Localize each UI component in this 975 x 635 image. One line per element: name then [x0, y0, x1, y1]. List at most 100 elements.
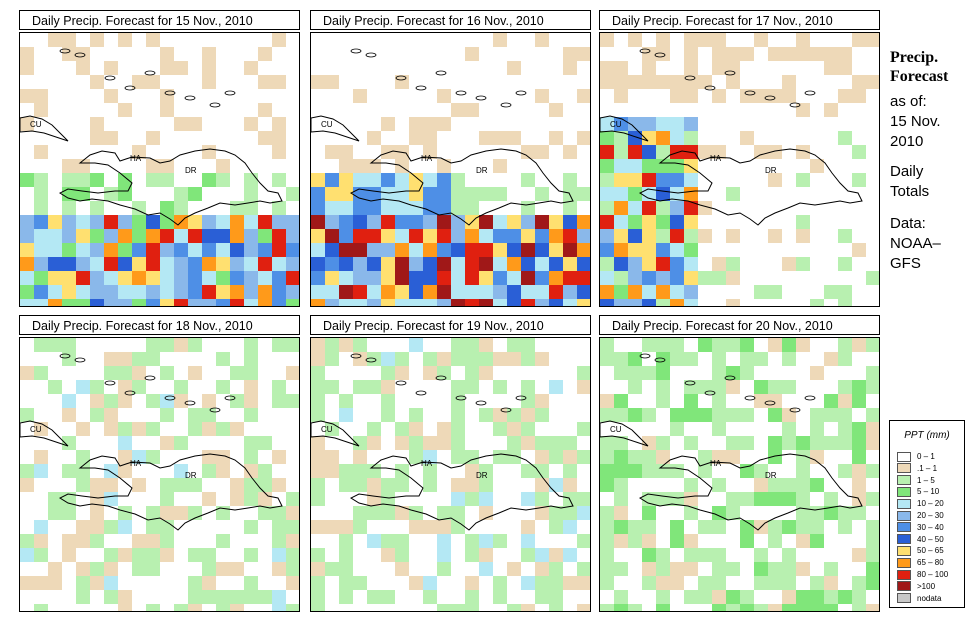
- precip-cell: [367, 352, 381, 366]
- precip-cell: [838, 257, 852, 271]
- precip-cell: [90, 576, 104, 590]
- precip-cell: [437, 422, 451, 436]
- precip-cell: [423, 352, 437, 366]
- precip-cell: [614, 131, 628, 145]
- legend-label: 65 – 80: [917, 558, 944, 568]
- asof-date: 15 Nov.: [890, 113, 941, 130]
- island-outline: [124, 85, 136, 91]
- precip-cell: [465, 285, 479, 299]
- island-outline: [654, 52, 666, 58]
- precip-cell: [684, 394, 698, 408]
- precip-cell: [311, 75, 325, 89]
- precip-cell: [600, 215, 614, 229]
- precip-cell: [146, 271, 160, 285]
- precip-cell: [866, 271, 879, 285]
- precip-cell: [796, 520, 810, 534]
- precip-cell: [852, 506, 866, 520]
- precip-cell: [118, 366, 132, 380]
- precip-cell: [381, 492, 395, 506]
- precip-cell: [146, 75, 160, 89]
- precip-cell: [684, 285, 698, 299]
- precip-cell: [286, 271, 299, 285]
- precip-cell: [118, 33, 132, 47]
- precip-cell: [90, 131, 104, 145]
- precip-cell: [381, 380, 395, 394]
- legend-entry: nodata: [897, 593, 941, 604]
- island-outline: [59, 353, 71, 359]
- precip-cell: [339, 159, 353, 173]
- precip-cell: [325, 520, 339, 534]
- precip-cell: [670, 173, 684, 187]
- precip-cell: [754, 394, 768, 408]
- precip-cell: [549, 506, 563, 520]
- precip-cell: [670, 187, 684, 201]
- legend-entry: 40 – 50: [897, 534, 944, 545]
- data-label: Data:: [890, 215, 926, 232]
- precip-cell: [423, 450, 437, 464]
- precip-cell: [577, 243, 590, 257]
- precip-cell: [479, 243, 493, 257]
- precip-cell: [866, 604, 879, 611]
- precip-cell: [852, 380, 866, 394]
- precip-cell: [409, 229, 423, 243]
- precip-cell: [437, 366, 451, 380]
- precip-cell: [563, 520, 577, 534]
- precip-cell: [684, 408, 698, 422]
- legend-entry: >100: [897, 581, 935, 592]
- precip-cell: [698, 380, 712, 394]
- precip-cell: [768, 436, 782, 450]
- precip-cell: [48, 338, 62, 352]
- precip-cell: [726, 562, 740, 576]
- precip-cell: [479, 131, 493, 145]
- precip-cell: [535, 33, 549, 47]
- precip-cell: [367, 187, 381, 201]
- legend-entry: 5 – 10: [897, 486, 939, 497]
- precip-cell: [132, 257, 146, 271]
- panel-title: Daily Precip. Forecast for 17 Nov., 2010: [599, 10, 880, 30]
- precip-cell: [216, 243, 230, 257]
- precip-cell: [698, 548, 712, 562]
- precip-cell: [353, 215, 367, 229]
- precip-cell: [810, 590, 824, 604]
- precip-cell: [838, 299, 852, 306]
- precip-cell: [866, 534, 879, 548]
- legend-entry: 80 – 100: [897, 569, 948, 580]
- precip-cell: [810, 534, 824, 548]
- precip-cell: [272, 604, 286, 611]
- precip-cell: [507, 229, 521, 243]
- precip-cell: [311, 520, 325, 534]
- precip-cell: [353, 159, 367, 173]
- precip-cell: [311, 380, 325, 394]
- island-outline: [435, 70, 447, 76]
- precip-cell: [684, 492, 698, 506]
- country-label-haiti: HA: [130, 459, 142, 468]
- precip-cell: [118, 380, 132, 394]
- precip-cell: [118, 422, 132, 436]
- precip-cell: [272, 229, 286, 243]
- precip-cell: [684, 215, 698, 229]
- precip-cell: [712, 562, 726, 576]
- precip-cell: [852, 464, 866, 478]
- precip-cell: [104, 229, 118, 243]
- precip-cell: [188, 576, 202, 590]
- precip-cell: [712, 89, 726, 103]
- precip-cell: [549, 285, 563, 299]
- precip-cell: [367, 534, 381, 548]
- precip-cell: [104, 352, 118, 366]
- precip-cell: [104, 215, 118, 229]
- precip-cell: [698, 201, 712, 215]
- precip-cell: [34, 450, 48, 464]
- precip-cell: [600, 173, 614, 187]
- precip-map: CU HA DR: [599, 337, 880, 612]
- precip-cell: [20, 548, 34, 562]
- precip-cell: [381, 285, 395, 299]
- precip-cell: [712, 352, 726, 366]
- precip-cell: [838, 394, 852, 408]
- precip-cell: [563, 271, 577, 285]
- precip-cell: [600, 408, 614, 422]
- precip-cell: [20, 173, 34, 187]
- precip-cell: [628, 159, 642, 173]
- precip-cell: [600, 534, 614, 548]
- precip-cell: [216, 352, 230, 366]
- precip-cell: [838, 436, 852, 450]
